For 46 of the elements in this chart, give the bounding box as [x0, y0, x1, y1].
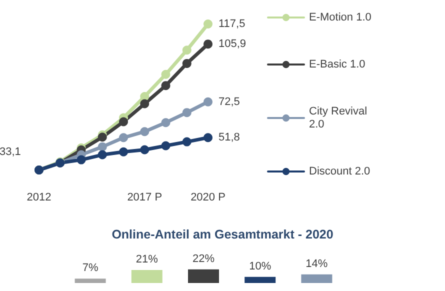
point: [204, 40, 212, 49]
point: [98, 150, 107, 160]
bar: [131, 270, 162, 283]
data-label: 7%: [82, 262, 98, 274]
point: [140, 92, 150, 101]
point: [182, 108, 192, 118]
legend-label: City Revival 2.0: [309, 106, 370, 130]
data-label: 117,5: [218, 18, 246, 30]
point: [140, 99, 150, 108]
legend-label: E-Basic 1.0: [309, 58, 366, 70]
legend-label: Discount 2.0: [309, 166, 370, 178]
x-tick-label: 2012: [26, 192, 52, 204]
data-label: 14%: [306, 258, 328, 270]
point: [98, 142, 107, 152]
bar: [74, 278, 106, 283]
point: [161, 70, 170, 79]
point: [98, 132, 107, 142]
point: [204, 133, 212, 142]
chart-title: Online-Anteil am Gesamtmarkt - 2020: [112, 228, 334, 242]
x-tick-label: 2020 P: [190, 192, 226, 204]
data-label: 21%: [136, 254, 158, 266]
legend-label: E-Motion 1.0: [309, 12, 372, 24]
point: [140, 145, 150, 154]
point: [76, 155, 86, 164]
x-tick-label: 2017 P: [127, 192, 162, 204]
bar: [244, 276, 276, 283]
point: [204, 20, 212, 28]
point: [204, 97, 212, 106]
point: [119, 133, 128, 142]
point: [182, 58, 192, 68]
data-label: 22%: [192, 252, 215, 265]
point: [161, 141, 170, 150]
bar: [188, 269, 219, 283]
data-label: 51,8: [218, 132, 240, 144]
point: [119, 147, 128, 156]
point: [182, 137, 192, 146]
point: [161, 118, 170, 128]
data-label: 105,9: [218, 38, 246, 50]
data-label: 33,1: [0, 146, 21, 158]
point: [182, 46, 192, 55]
bar: [301, 274, 332, 283]
point: [119, 117, 128, 126]
data-label: 72,5: [218, 96, 240, 108]
data-label: 10%: [249, 260, 272, 272]
point: [140, 127, 150, 136]
point: [161, 81, 170, 90]
